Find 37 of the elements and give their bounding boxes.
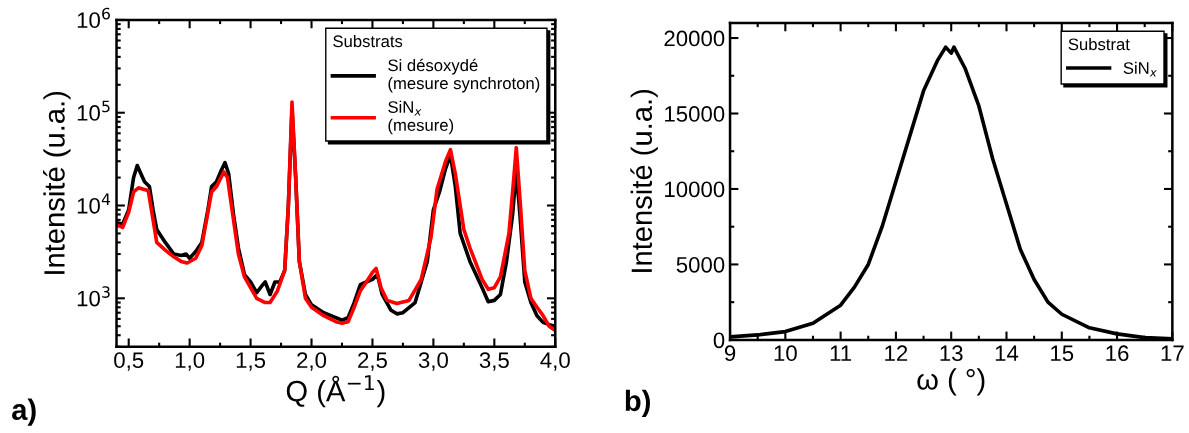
y-tick-label: 10$^{3}$ <box>77 286 110 307</box>
y-tick-label: 10000 <box>665 181 725 198</box>
x-tick-label: 16 <box>1106 345 1129 362</box>
y-axis-title: Intensité (u.a.) <box>43 91 71 274</box>
x-axis-title: Q (Å$^{−1}$) <box>286 375 385 408</box>
y-tick-label: 10$^{6}$ <box>77 7 110 29</box>
x-tick-label: 3,0 <box>418 352 448 371</box>
text: a) <box>12 398 36 426</box>
x-tick-label: 2,5 <box>358 352 387 371</box>
x-tick-label: 4,0 <box>540 352 570 371</box>
x-tick-label: 1,5 <box>236 352 266 371</box>
x-tick-label: 3,5 <box>479 352 509 371</box>
y-tick-label: 0 <box>713 332 725 349</box>
x-tick-label: 17 <box>1161 345 1184 361</box>
x-tick-label: 12 <box>885 345 908 361</box>
x-tick-label: 2,0 <box>297 352 327 371</box>
x-tick-label: 13 <box>940 345 963 362</box>
x-tick-label: 1,0 <box>175 352 205 371</box>
y-tick-label: 20000 <box>664 30 725 47</box>
x-tick-label: 9 <box>724 345 736 362</box>
legend-label: Si désoxydé (mesure synchroton) <box>388 58 540 93</box>
x-axis-title: ω ( °) <box>917 368 985 396</box>
y-tick-label: 15000 <box>665 106 725 122</box>
x-tick-label: 0,5 <box>114 352 144 371</box>
legend-label: SiN$_{x}$ (mesure) <box>388 100 454 135</box>
x-tick-label: 15 <box>1051 345 1074 362</box>
x-tick-label: 10 <box>774 345 797 362</box>
legend-label: SiN$_{x}$ <box>1123 61 1157 77</box>
text: b) <box>625 389 650 417</box>
x-tick-label: 11 <box>830 345 852 361</box>
y-axis-title: Intensité (u.a.) <box>630 90 658 272</box>
legend-title: Substrats <box>333 34 403 48</box>
legend-title: Substrat <box>1068 37 1130 51</box>
y-tick-label: 10$^{4}$ <box>77 193 111 214</box>
y-tick-label: 5000 <box>676 256 725 273</box>
y-tick-label: 10$^{5}$ <box>77 100 110 121</box>
x-tick-label: 14 <box>995 345 1019 361</box>
